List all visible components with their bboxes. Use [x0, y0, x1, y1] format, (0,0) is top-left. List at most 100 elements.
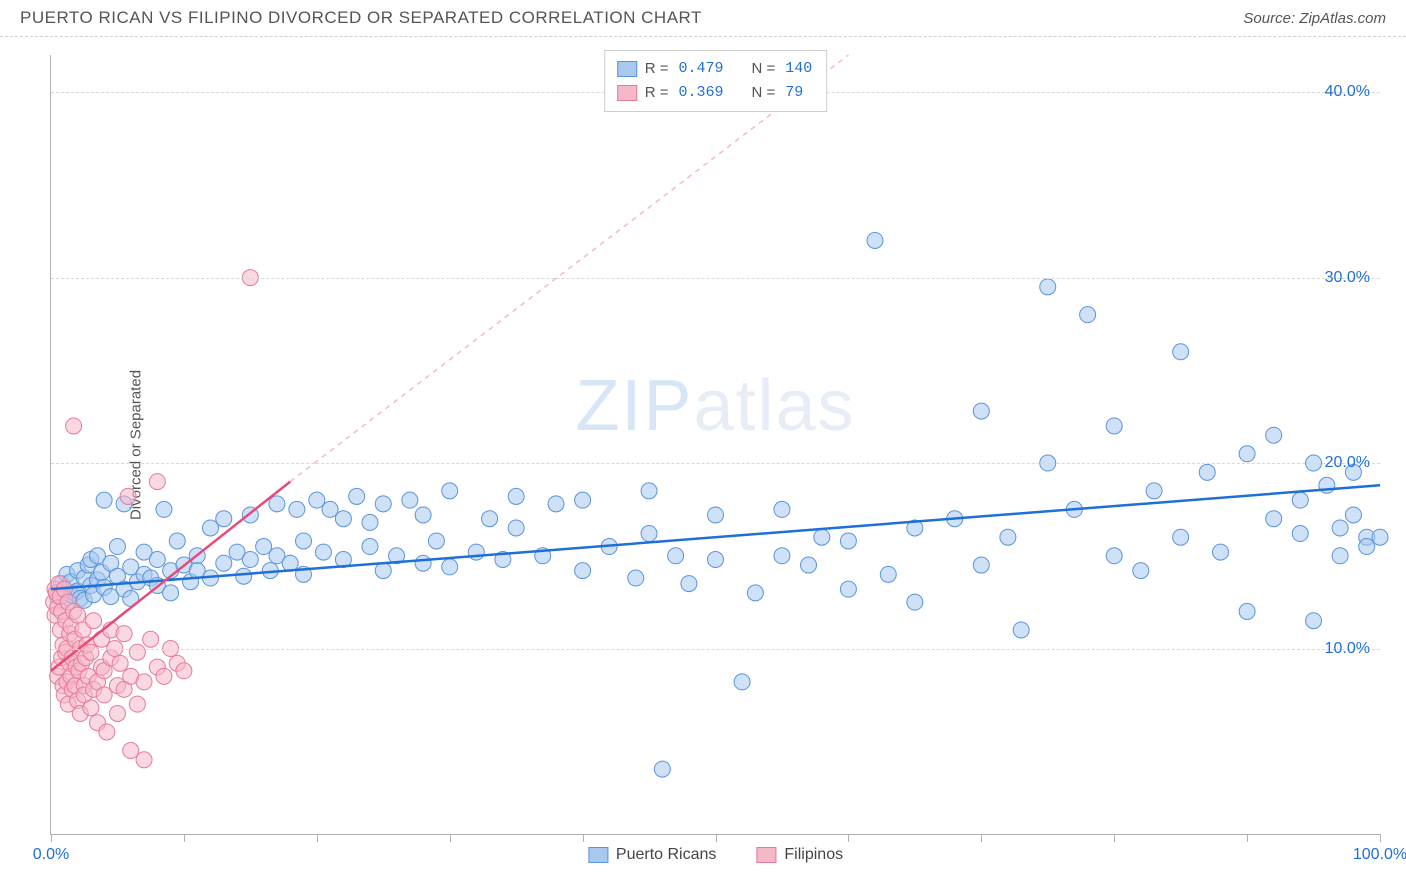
- data-point: [109, 539, 125, 555]
- data-point: [575, 492, 591, 508]
- data-point: [112, 655, 128, 671]
- data-point: [136, 752, 152, 768]
- data-point: [575, 563, 591, 579]
- data-point: [242, 551, 258, 567]
- data-point: [296, 533, 312, 549]
- data-point: [1173, 529, 1189, 545]
- data-point: [1292, 526, 1308, 542]
- data-point: [1266, 427, 1282, 443]
- swatch-fil: [756, 847, 776, 863]
- data-point: [256, 539, 272, 555]
- swatch-series-1: [617, 61, 637, 77]
- xtick: [1247, 834, 1248, 842]
- data-point: [375, 563, 391, 579]
- data-point: [96, 687, 112, 703]
- data-point: [120, 488, 136, 504]
- data-point: [840, 533, 856, 549]
- ytick-label: 30.0%: [1325, 269, 1370, 287]
- data-point: [428, 533, 444, 549]
- data-point: [468, 544, 484, 560]
- data-point: [415, 555, 431, 571]
- data-point: [99, 724, 115, 740]
- data-point: [116, 626, 132, 642]
- data-point: [801, 557, 817, 573]
- legend-series: Puerto Ricans Filipinos: [588, 846, 843, 864]
- data-point: [136, 674, 152, 690]
- chart-header: PUERTO RICAN VS FILIPINO DIVORCED OR SEP…: [0, 0, 1406, 37]
- data-point: [1000, 529, 1016, 545]
- data-point: [628, 570, 644, 586]
- scatter-svg: [51, 55, 1380, 834]
- data-point: [309, 492, 325, 508]
- data-point: [149, 551, 165, 567]
- data-point: [1213, 544, 1229, 560]
- xtick: [583, 834, 584, 842]
- data-point: [216, 511, 232, 527]
- data-point: [269, 496, 285, 512]
- data-point: [129, 644, 145, 660]
- data-point: [1239, 603, 1255, 619]
- data-point: [1332, 520, 1348, 536]
- data-point: [176, 663, 192, 679]
- trendline-extension: [290, 55, 848, 482]
- data-point: [335, 511, 351, 527]
- data-point: [867, 232, 883, 248]
- data-point: [442, 559, 458, 575]
- data-point: [83, 700, 99, 716]
- data-point: [1106, 418, 1122, 434]
- xtick: [51, 834, 52, 842]
- gridline-h: [51, 278, 1380, 279]
- data-point: [880, 566, 896, 582]
- gridline-h: [51, 649, 1380, 650]
- legend-item-1: Puerto Ricans: [588, 846, 717, 864]
- data-point: [774, 548, 790, 564]
- chart-title: PUERTO RICAN VS FILIPINO DIVORCED OR SEP…: [20, 8, 702, 28]
- xtick: [184, 834, 185, 842]
- ytick-label: 10.0%: [1325, 640, 1370, 658]
- data-point: [1133, 563, 1149, 579]
- data-point: [734, 674, 750, 690]
- data-point: [1372, 529, 1388, 545]
- gridline-h: [51, 463, 1380, 464]
- data-point: [156, 668, 172, 684]
- xtick-label: 0.0%: [33, 846, 69, 864]
- xtick: [981, 834, 982, 842]
- data-point: [143, 631, 159, 647]
- data-point: [202, 520, 218, 536]
- swatch-pr: [588, 847, 608, 863]
- data-point: [83, 644, 99, 660]
- data-point: [236, 568, 252, 584]
- xtick-label: 100.0%: [1353, 846, 1406, 864]
- data-point: [814, 529, 830, 545]
- data-point: [289, 501, 305, 517]
- xtick: [1114, 834, 1115, 842]
- data-point: [774, 501, 790, 517]
- data-point: [349, 488, 365, 504]
- data-point: [375, 496, 391, 512]
- data-point: [109, 705, 125, 721]
- legend-stats-row-2: R = 0.369 N = 79: [617, 81, 815, 105]
- data-point: [123, 743, 139, 759]
- data-point: [129, 696, 145, 712]
- data-point: [1332, 548, 1348, 564]
- data-point: [322, 501, 338, 517]
- data-point: [1306, 613, 1322, 629]
- data-point: [708, 507, 724, 523]
- data-point: [96, 492, 112, 508]
- data-point: [482, 511, 498, 527]
- data-point: [1013, 622, 1029, 638]
- data-point: [1345, 507, 1361, 523]
- xtick: [317, 834, 318, 842]
- data-point: [654, 761, 670, 777]
- data-point: [508, 520, 524, 536]
- data-point: [1266, 511, 1282, 527]
- ytick-label: 40.0%: [1325, 83, 1370, 101]
- xtick: [848, 834, 849, 842]
- chart-plot-area: Divorced or Separated ZIPatlas R = 0.479…: [50, 55, 1380, 835]
- data-point: [747, 585, 763, 601]
- data-point: [415, 507, 431, 523]
- data-point: [163, 585, 179, 601]
- ytick-label: 20.0%: [1325, 454, 1370, 472]
- data-point: [442, 483, 458, 499]
- data-point: [1292, 492, 1308, 508]
